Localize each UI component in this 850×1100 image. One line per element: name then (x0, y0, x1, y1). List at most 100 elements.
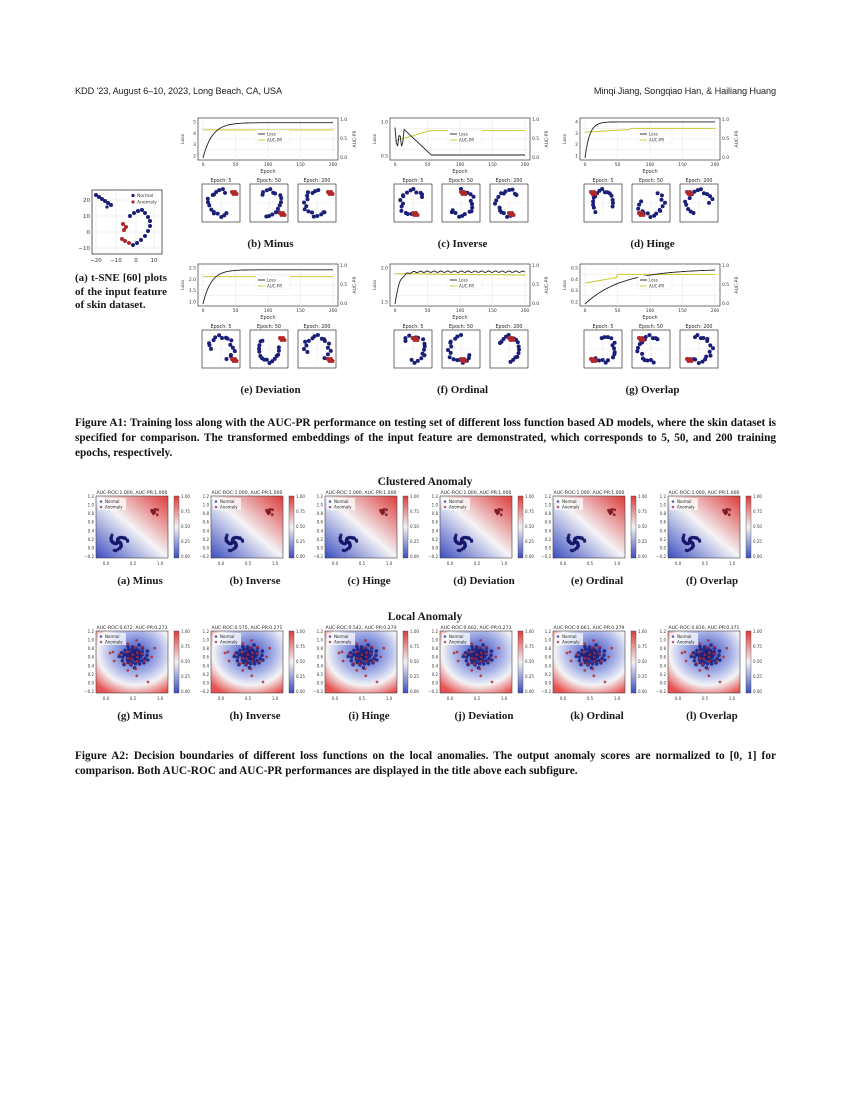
svg-text:0.75: 0.75 (525, 644, 534, 649)
svg-text:AUC-PR: AUC-PR (734, 131, 740, 148)
svg-text:1.0: 1.0 (386, 561, 393, 566)
svg-text:0: 0 (394, 308, 397, 314)
svg-text:1.2: 1.2 (432, 629, 439, 634)
svg-text:1.0: 1.0 (614, 696, 621, 701)
svg-text:1.2: 1.2 (545, 494, 552, 499)
loss-panel-6: Loss AUC-PR 0.5 0.4 0.3 0.2 1.0 0.5 0.0 AUC-PR Los… (560, 260, 745, 400)
loss-panel-label: (f) Ordinal (436, 384, 489, 396)
svg-text:Epoch: Epoch (452, 315, 467, 321)
svg-text:0.0: 0.0 (722, 155, 729, 161)
svg-text:1.00: 1.00 (410, 629, 419, 634)
svg-text:Epoch: 50: Epoch: 50 (257, 178, 281, 184)
svg-text:0.75: 0.75 (296, 509, 305, 514)
svg-text:0.75: 0.75 (753, 644, 762, 649)
svg-text:0.8: 0.8 (660, 646, 667, 651)
svg-text:−10: −10 (78, 246, 90, 252)
svg-text:1.00: 1.00 (753, 494, 762, 499)
boundary-panel-label: (b) Inverse (229, 575, 281, 587)
svg-text:Normal: Normal (449, 634, 463, 639)
svg-text:0.4: 0.4 (432, 663, 439, 668)
svg-text:0.5: 0.5 (130, 696, 137, 701)
svg-text:1.0: 1.0 (203, 503, 210, 508)
svg-text:Loss: Loss (180, 133, 186, 144)
svg-text:Anomaly: Anomaly (562, 640, 580, 645)
loss-panel-label: (g) Overlap (625, 384, 680, 396)
svg-text:1.0: 1.0 (501, 561, 508, 566)
boundary-panel-label: (h) Inverse (229, 710, 281, 722)
svg-text:0.6: 0.6 (317, 655, 324, 660)
svg-text:0.0: 0.0 (447, 696, 454, 701)
svg-text:AUC-PR: AUC-PR (649, 284, 664, 289)
svg-text:Epoch: Epoch (452, 169, 467, 175)
svg-text:−0.2: −0.2 (313, 689, 323, 694)
svg-text:4: 4 (193, 131, 196, 137)
svg-text:Normal: Normal (562, 499, 576, 504)
local-anomaly-title: Local Anomaly (387, 611, 463, 623)
svg-text:0.75: 0.75 (410, 509, 419, 514)
svg-text:0.5: 0.5 (474, 561, 481, 566)
svg-text:AUC-ROC:1.000, AUC-PR:1.000: AUC-ROC:1.000, AUC-PR:1.000 (212, 490, 283, 496)
svg-text:Anomaly: Anomaly (334, 640, 352, 645)
local-boundary-panel: AUC-ROC:0.661, AUC-PR:0.279 Normal Anomaly… (541, 624, 653, 724)
svg-text:200: 200 (521, 308, 530, 314)
figure-a1: Normal Anomaly 20 10 0 −10 −20 −10 0 10 … (0, 0, 850, 470)
svg-text:0.00: 0.00 (638, 689, 647, 694)
svg-text:0.0: 0.0 (560, 561, 567, 566)
svg-text:Loss: Loss (372, 133, 378, 144)
svg-text:200: 200 (521, 162, 530, 168)
svg-text:150: 150 (296, 162, 305, 168)
svg-text:0.00: 0.00 (181, 689, 190, 694)
svg-text:AUC-ROC:1.000, AUC-PR:1.000: AUC-ROC:1.000, AUC-PR:1.000 (441, 490, 512, 496)
svg-text:0.2: 0.2 (660, 537, 667, 542)
svg-text:0.0: 0.0 (218, 561, 225, 566)
svg-text:0.00: 0.00 (525, 554, 534, 559)
tsne-legend-anomaly: Anomaly (137, 200, 157, 206)
svg-text:0: 0 (394, 162, 397, 168)
svg-text:0.50: 0.50 (181, 524, 190, 529)
svg-text:0.00: 0.00 (525, 689, 534, 694)
loss-panel-1: Loss AUC-PR 5 4 3 2 1.0 0.5 0.0 AUC-PR Loss 0 50 100 1… (178, 114, 363, 254)
svg-text:0.0: 0.0 (660, 680, 667, 685)
svg-text:−0.2: −0.2 (84, 554, 94, 559)
svg-text:0.0: 0.0 (103, 696, 110, 701)
svg-text:0.5: 0.5 (587, 561, 594, 566)
svg-text:0: 0 (584, 162, 587, 168)
svg-text:1.0: 1.0 (501, 696, 508, 701)
svg-text:0.0: 0.0 (203, 680, 210, 685)
svg-text:0.00: 0.00 (753, 554, 762, 559)
svg-text:1.00: 1.00 (525, 629, 534, 634)
svg-text:200: 200 (329, 162, 338, 168)
svg-text:0.8: 0.8 (432, 511, 439, 516)
svg-text:200: 200 (329, 308, 338, 314)
svg-text:AUC-ROC:0.575, AUC-PR:0.271: AUC-ROC:0.575, AUC-PR:0.271 (212, 625, 283, 631)
svg-text:3: 3 (193, 142, 196, 148)
svg-text:AUC-PR: AUC-PR (267, 138, 282, 143)
svg-text:0.2: 0.2 (545, 672, 552, 677)
svg-text:0.2: 0.2 (203, 537, 210, 542)
svg-text:50: 50 (233, 162, 239, 168)
svg-text:0.2: 0.2 (88, 672, 95, 677)
svg-text:0.0: 0.0 (317, 545, 324, 550)
svg-text:0.4: 0.4 (432, 528, 439, 533)
svg-text:0.0: 0.0 (432, 545, 439, 550)
svg-text:Loss: Loss (459, 278, 468, 283)
svg-text:0.50: 0.50 (753, 524, 762, 529)
figure-a1-caption: Figure A1: Training loss along with the … (75, 417, 776, 459)
svg-text:0.0: 0.0 (447, 561, 454, 566)
svg-text:Normal: Normal (220, 499, 234, 504)
svg-text:−0.2: −0.2 (656, 554, 666, 559)
svg-text:−0.2: −0.2 (313, 554, 323, 559)
boundary-panel-label: (d) Deviation (453, 575, 515, 587)
boundary-panel-label: (i) Hinge (348, 710, 390, 722)
svg-text:0.0: 0.0 (560, 696, 567, 701)
svg-text:0.75: 0.75 (181, 509, 190, 514)
svg-text:0.4: 0.4 (660, 663, 667, 668)
svg-text:0.00: 0.00 (181, 554, 190, 559)
svg-text:0.50: 0.50 (410, 524, 419, 529)
svg-text:AUC-PR: AUC-PR (544, 277, 550, 294)
svg-text:1.0: 1.0 (545, 503, 552, 508)
svg-text:10: 10 (151, 258, 158, 264)
svg-text:1.00: 1.00 (525, 494, 534, 499)
svg-text:0.5: 0.5 (722, 282, 729, 288)
svg-text:1.0: 1.0 (614, 561, 621, 566)
